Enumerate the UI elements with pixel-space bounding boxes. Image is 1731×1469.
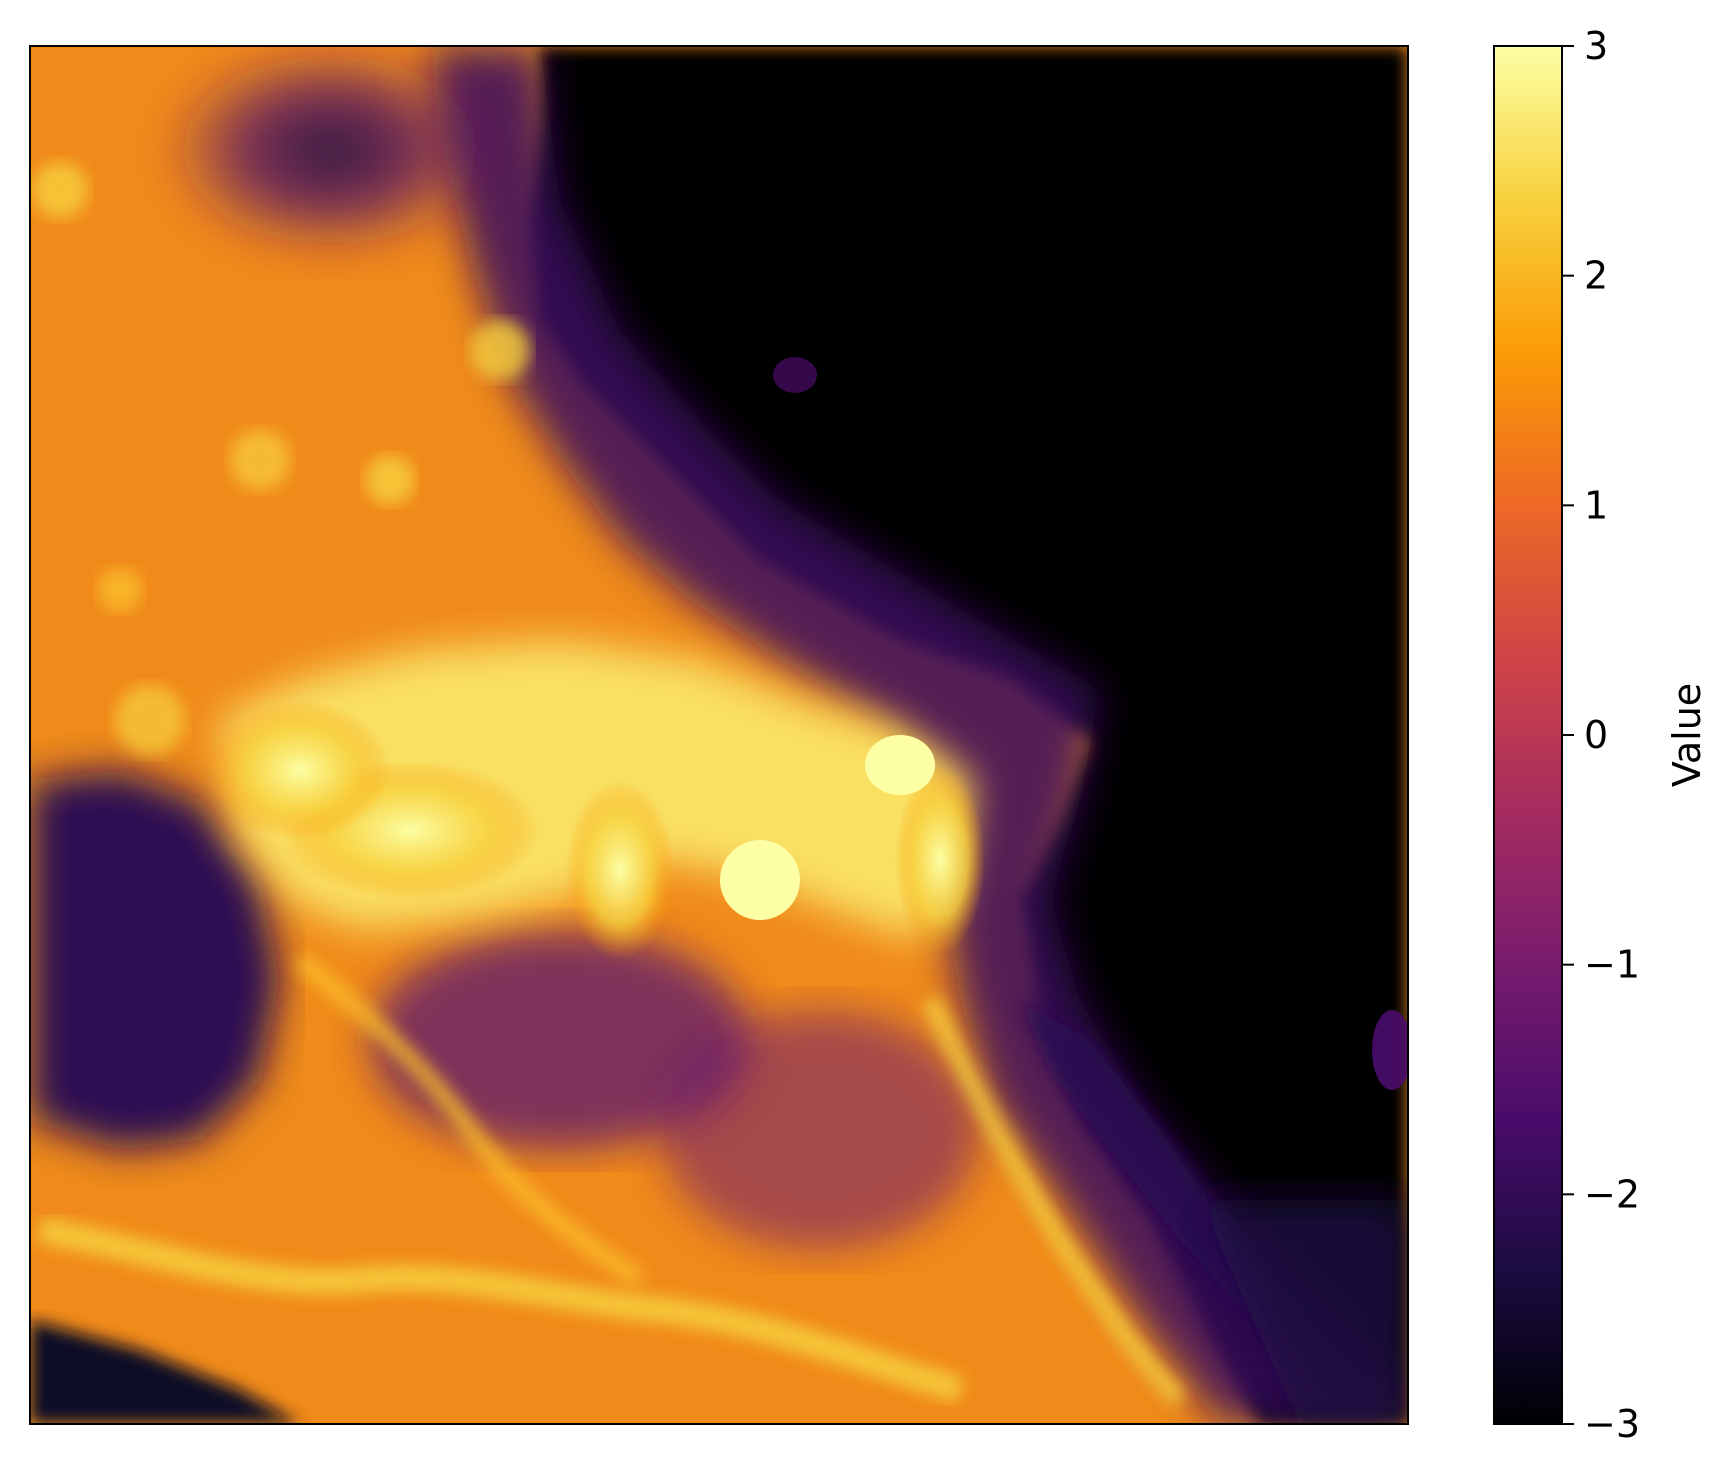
colorbar-ticks: 3 2 1 0 −1 −2 −3 xyxy=(1562,24,1640,1446)
colorbar-tick-label: 3 xyxy=(1584,24,1608,68)
heatmap-nw-dip xyxy=(160,46,500,260)
heatmap-spot xyxy=(470,320,530,380)
heatmap-sw-basin xyxy=(30,770,280,1150)
colorbar-tick-label: 1 xyxy=(1584,483,1608,527)
heatmap-peak-2 xyxy=(565,780,675,960)
plot-frame xyxy=(29,45,1409,1425)
heatmap-peak-5 xyxy=(865,735,935,795)
heatmap-se-island xyxy=(1372,1010,1408,1090)
heatmap-peak-3 xyxy=(720,840,800,920)
heatmap-spot xyxy=(98,568,142,612)
colorbar-tick-label: −2 xyxy=(1584,1172,1640,1216)
colorbar-tick-label: −1 xyxy=(1584,943,1640,987)
colorbar-tick-label: 0 xyxy=(1584,713,1608,757)
colorbar: 3 2 1 0 −1 −2 −3 Value xyxy=(1493,24,1709,1446)
heatmap-south-dip xyxy=(370,930,750,1150)
heatmap-transition-band xyxy=(430,46,1408,1424)
heatmap-low-east xyxy=(530,46,1408,1424)
heatmap-spot xyxy=(230,430,290,490)
heatmap-peak-6 xyxy=(210,700,390,840)
heatmap-south-ridge xyxy=(294,953,645,1288)
heatmap-south-ridge xyxy=(921,995,1188,1408)
heatmap-se-shelf xyxy=(1200,1200,1408,1424)
heatmap-spot xyxy=(365,455,415,505)
heatmap-ne-island xyxy=(773,357,817,393)
heatmap-spot xyxy=(115,685,185,755)
heatmap-south-ridge xyxy=(37,1217,964,1403)
heatmap-south-dip-2 xyxy=(660,1010,980,1250)
colorbar-tick-label: −3 xyxy=(1584,1402,1640,1446)
heatmap-sw-corner xyxy=(30,1320,300,1424)
colorbar-label: Value xyxy=(1665,683,1709,787)
colorbar-bar xyxy=(1493,45,1563,1425)
heatmap-spot xyxy=(32,162,88,218)
heatmap-plot-area xyxy=(30,46,1408,1424)
heatmap-peak-4 xyxy=(895,765,985,955)
colorbar-tick-label: 2 xyxy=(1584,254,1608,298)
